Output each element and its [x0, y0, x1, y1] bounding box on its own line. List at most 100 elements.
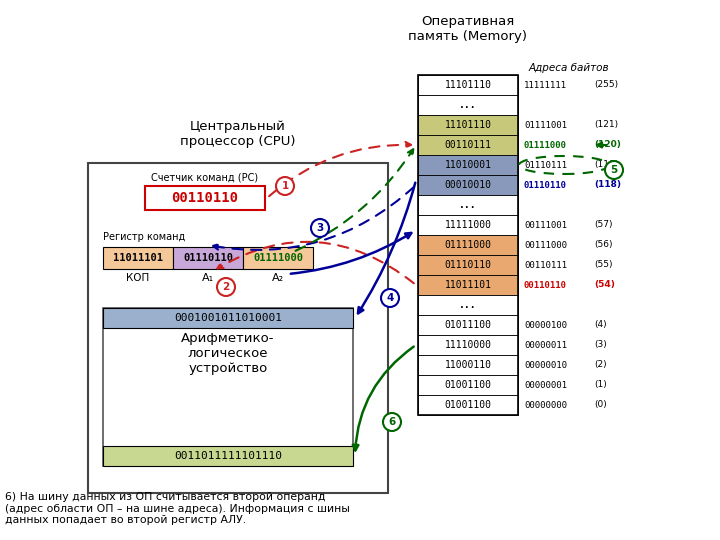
Text: (119): (119): [594, 160, 618, 170]
Text: 01110111: 01110111: [524, 160, 567, 170]
Bar: [103, 247, 173, 269]
Text: (54): (54): [594, 280, 615, 289]
Text: 00000001: 00000001: [524, 381, 567, 389]
Text: 6) На шину данных из ОП считывается второй операнд
(адрес области ОП – на шине а: 6) На шину данных из ОП считывается втор…: [5, 492, 350, 525]
Text: 3: 3: [316, 223, 323, 233]
FancyArrowPatch shape: [291, 233, 411, 274]
Text: (120): (120): [594, 140, 621, 150]
Bar: [418, 115, 518, 135]
Text: (121): (121): [594, 120, 618, 130]
Text: 5: 5: [611, 165, 618, 175]
Bar: [145, 186, 265, 210]
Text: Регистр команд: Регистр команд: [103, 232, 185, 242]
Bar: [418, 215, 518, 235]
Text: (56): (56): [594, 240, 613, 249]
Text: 01111000: 01111000: [444, 240, 492, 250]
Text: 00110110: 00110110: [524, 280, 567, 289]
Text: 1: 1: [282, 181, 289, 191]
Circle shape: [217, 278, 235, 296]
Bar: [418, 95, 518, 115]
Text: 00000000: 00000000: [524, 401, 567, 409]
Text: Адреса байтов: Адреса байтов: [529, 63, 610, 73]
FancyArrowPatch shape: [269, 142, 411, 196]
Text: 00111001: 00111001: [524, 220, 567, 230]
Bar: [418, 135, 518, 155]
Text: ...: ...: [459, 100, 477, 110]
Bar: [418, 155, 518, 175]
Text: 4: 4: [387, 293, 394, 303]
Text: (118): (118): [594, 180, 621, 190]
Text: 00000010: 00000010: [524, 361, 567, 369]
FancyArrowPatch shape: [597, 143, 606, 147]
Text: A₂: A₂: [272, 273, 284, 283]
Text: 01001100: 01001100: [444, 400, 492, 410]
FancyArrowPatch shape: [353, 347, 414, 450]
Text: 00110111: 00110111: [524, 260, 567, 269]
FancyArrowPatch shape: [295, 149, 413, 251]
Text: 11101110: 11101110: [444, 120, 492, 130]
Text: 00111000: 00111000: [524, 240, 567, 249]
Bar: [103, 446, 353, 466]
Bar: [103, 308, 353, 466]
Text: 01110110: 01110110: [444, 260, 492, 270]
Text: 0001001011010001: 0001001011010001: [174, 313, 282, 323]
Text: 01110110: 01110110: [524, 180, 567, 190]
Text: 01111000: 01111000: [253, 253, 303, 263]
FancyArrowPatch shape: [213, 187, 414, 250]
Bar: [418, 315, 518, 335]
Text: 11101110: 11101110: [444, 80, 492, 90]
Text: ...: ...: [459, 200, 477, 210]
Text: (0): (0): [594, 401, 607, 409]
Bar: [418, 195, 518, 215]
Bar: [418, 375, 518, 395]
Bar: [418, 295, 518, 315]
Text: 00000100: 00000100: [524, 321, 567, 329]
Text: ...: ...: [459, 300, 477, 310]
Text: 00010010: 00010010: [444, 180, 492, 190]
Text: 11110000: 11110000: [444, 340, 492, 350]
Text: 01111001: 01111001: [524, 120, 567, 130]
Text: (3): (3): [594, 341, 607, 349]
Text: (4): (4): [594, 321, 607, 329]
Bar: [418, 395, 518, 415]
Text: Счетчик команд (PC): Счетчик команд (PC): [151, 173, 258, 183]
Text: (1): (1): [594, 381, 607, 389]
Text: 2: 2: [222, 282, 230, 292]
Text: 00110111: 00110111: [444, 140, 492, 150]
Circle shape: [605, 161, 623, 179]
Text: Оперативная
память (Memory): Оперативная память (Memory): [408, 15, 528, 43]
Text: 00110110: 00110110: [171, 191, 238, 205]
Circle shape: [381, 289, 399, 307]
Text: 6: 6: [388, 417, 395, 427]
Text: 01011100: 01011100: [444, 320, 492, 330]
Text: (55): (55): [594, 260, 613, 269]
Bar: [418, 75, 518, 415]
Text: КОП: КОП: [127, 273, 150, 283]
Text: 01111000: 01111000: [524, 140, 567, 150]
Text: A₁: A₁: [202, 273, 214, 283]
Text: (2): (2): [594, 361, 607, 369]
Circle shape: [276, 177, 294, 195]
Bar: [88, 163, 388, 493]
Text: (57): (57): [594, 220, 613, 230]
Text: 01001100: 01001100: [444, 380, 492, 390]
Bar: [418, 275, 518, 295]
Text: 11010001: 11010001: [444, 160, 492, 170]
Bar: [418, 355, 518, 375]
FancyArrowPatch shape: [217, 242, 414, 284]
Bar: [418, 75, 518, 95]
Bar: [418, 255, 518, 275]
Text: 00000011: 00000011: [524, 341, 567, 349]
Text: Арифметико-
логическое
устройство: Арифметико- логическое устройство: [181, 332, 275, 375]
Text: 11011101: 11011101: [113, 253, 163, 263]
Bar: [173, 247, 243, 269]
Text: 0011011111101110: 0011011111101110: [174, 451, 282, 461]
Text: 11111000: 11111000: [444, 220, 492, 230]
Bar: [418, 235, 518, 255]
Text: (255): (255): [594, 80, 618, 90]
Bar: [103, 308, 353, 328]
Circle shape: [383, 413, 401, 431]
Text: Центральный
процессор (CPU): Центральный процессор (CPU): [180, 120, 296, 148]
FancyArrowPatch shape: [358, 183, 415, 313]
Text: 11000110: 11000110: [444, 360, 492, 370]
